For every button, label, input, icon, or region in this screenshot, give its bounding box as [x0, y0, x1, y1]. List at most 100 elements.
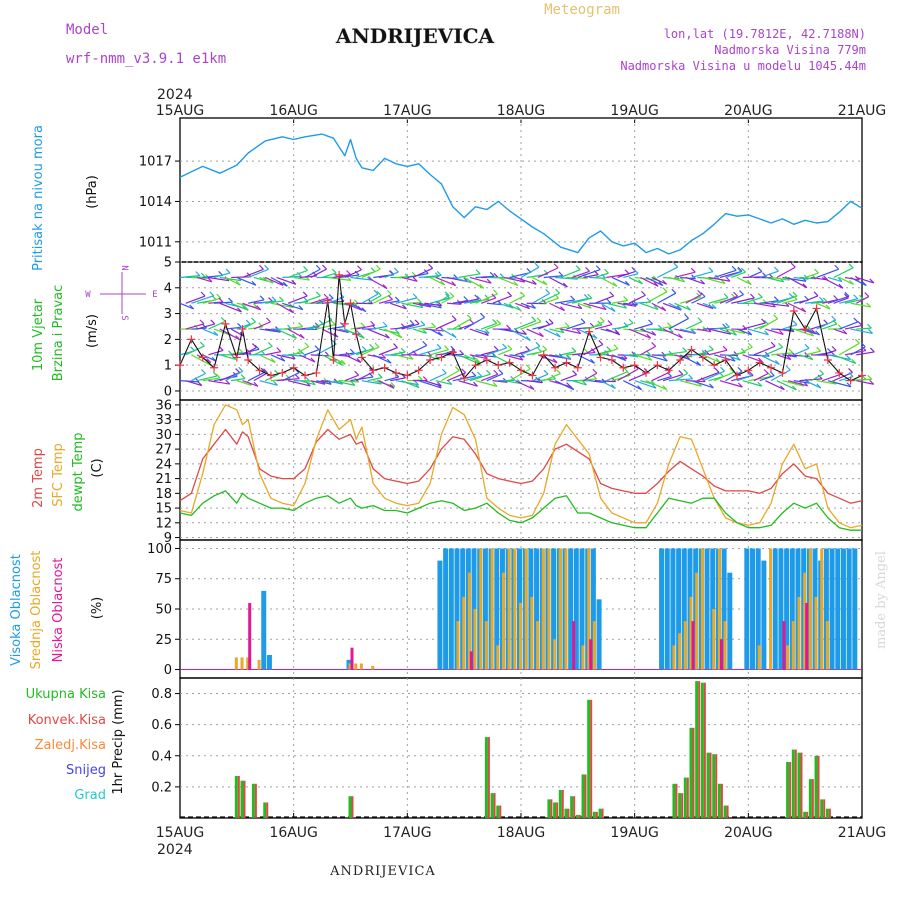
precip-conv-bar	[243, 780, 246, 818]
wind-barb	[606, 371, 628, 382]
cloud-mid-bar	[695, 572, 699, 670]
wind-barb-tick	[361, 346, 367, 351]
wind-barb	[782, 299, 798, 304]
wind-barb	[202, 328, 219, 337]
wind-barb	[645, 354, 668, 362]
temp-label: 2m Temp	[31, 448, 46, 508]
wind-barb	[736, 328, 752, 336]
wind-barb-tick	[451, 281, 457, 286]
station-title: ANDRIJEVICA	[335, 24, 495, 48]
wind-barb	[270, 302, 294, 309]
wind-barb	[714, 354, 736, 362]
wind-barb-tick	[354, 370, 360, 376]
wind-barb-tick	[444, 291, 450, 297]
precip-total-bar	[240, 780, 244, 818]
wind-barb	[549, 302, 565, 312]
wind-barb-tick	[531, 279, 537, 285]
wind-barb	[759, 300, 779, 304]
wind-barb	[424, 328, 445, 332]
precip-total-bar	[564, 808, 568, 818]
wind-barb	[856, 351, 875, 356]
wind-barb-tick	[451, 333, 457, 338]
wind-barb	[242, 380, 259, 387]
wind-barb-tick	[555, 332, 561, 338]
cloud-mid-bar	[587, 548, 591, 670]
wind-barb-tick	[475, 269, 481, 275]
precip-total-bar	[490, 793, 494, 818]
cloud-unit: (%)	[90, 597, 105, 620]
wind-barb	[532, 292, 550, 304]
precip-total-bar	[575, 814, 579, 818]
wind-barb	[759, 354, 780, 365]
cloud-low-bar	[469, 651, 473, 670]
cloud-high-bar	[704, 548, 710, 670]
wind-barb-tick	[651, 330, 657, 336]
wind-barb	[327, 380, 343, 385]
wind-barb-tick	[382, 321, 388, 327]
wind-barb-tick	[492, 381, 498, 387]
wind-barb	[355, 347, 374, 356]
wind-barb-tick	[792, 291, 798, 297]
wind-barb-tick	[471, 371, 477, 377]
wind-barb	[509, 295, 525, 304]
wind-ytick-label: 2	[164, 333, 172, 348]
wind-barb	[304, 349, 320, 356]
wind-barb-tick	[854, 338, 860, 344]
time-tick-label: 21AUG	[838, 825, 887, 841]
wind-barb-tick	[548, 318, 554, 324]
wind-speed-marker	[221, 319, 230, 328]
year-bottom: 2024	[157, 842, 193, 858]
wind-barb	[634, 354, 652, 361]
temp-2m-line	[179, 428, 863, 504]
wind-barb-tick	[356, 358, 362, 363]
wind-barb	[503, 380, 522, 385]
wind-barb-tick	[858, 294, 864, 300]
wind-barb-tick	[813, 291, 819, 297]
clouds-ytick-label: 75	[155, 572, 172, 587]
wind-barb-tick	[390, 382, 396, 387]
cloud-mid-bar	[672, 645, 676, 670]
wind-barb	[407, 324, 425, 330]
wind-barb	[793, 380, 810, 384]
precip-conv-bar	[266, 802, 269, 818]
wind-barb	[640, 302, 659, 311]
wind-barb-tick	[582, 380, 587, 386]
wind-barb	[185, 295, 206, 304]
wind-barb	[185, 380, 202, 387]
wind-barb	[310, 380, 326, 385]
cloud-mid-bar	[501, 572, 505, 670]
wind-barb	[424, 276, 440, 279]
precip-total-bar	[825, 808, 829, 818]
wind-barb	[401, 276, 418, 282]
cloud-high-bar	[573, 548, 579, 670]
precip-conv-bar	[726, 805, 729, 818]
precip-conv-bar	[703, 682, 706, 818]
wind-barb	[799, 295, 819, 304]
wind-speed-marker	[858, 371, 866, 380]
wind-barb-tick	[857, 321, 863, 326]
wind-barb	[782, 324, 798, 330]
wind-barb-tick	[615, 330, 621, 336]
wind-barb-tick	[869, 379, 875, 385]
wind-barb	[662, 373, 683, 382]
wind-barb	[685, 276, 705, 285]
wind-barb-tick	[683, 368, 689, 374]
precip-conv-bar	[698, 681, 701, 818]
wind-barb	[515, 276, 537, 285]
temperature-ytick-label: 9	[164, 531, 172, 546]
precip-conv-bar	[794, 749, 797, 818]
wind-barb-tick	[382, 284, 388, 290]
wind-barb	[225, 276, 241, 286]
cloud-mid-bar	[723, 621, 727, 670]
wind-barb	[782, 276, 807, 282]
cloud-high-bar	[494, 548, 500, 670]
clouds-ytick-label: 0	[164, 663, 172, 678]
wind-barb	[708, 297, 729, 304]
wind-barb	[804, 272, 819, 279]
wind-barb-tick	[861, 346, 867, 352]
wind-barb	[577, 302, 592, 309]
wind-barb-tick	[328, 294, 334, 299]
wind-barb	[594, 380, 616, 383]
wind-barb	[600, 276, 618, 288]
wind-barb-tick	[802, 283, 808, 289]
